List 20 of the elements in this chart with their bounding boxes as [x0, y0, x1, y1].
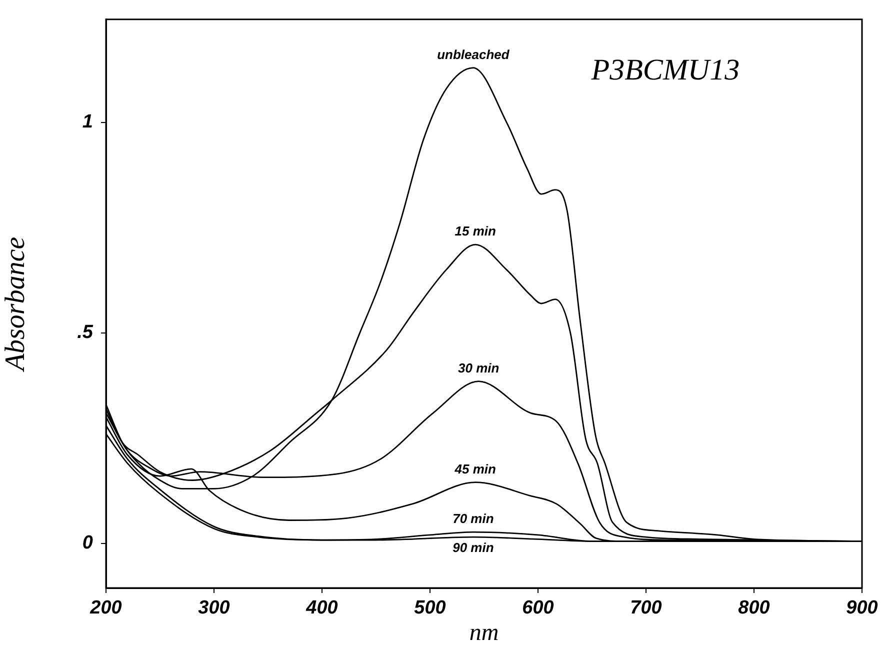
x-tick-label: 300: [198, 598, 230, 619]
y-tick-label: 1: [82, 112, 93, 133]
x-tick-label: 500: [414, 598, 446, 619]
y-axis-title: Absorbance: [0, 236, 32, 373]
series-label: 70 min: [452, 511, 494, 526]
series-label: 30 min: [458, 360, 500, 376]
series-label: 15 min: [454, 224, 496, 239]
x-tick-label: 900: [846, 598, 878, 619]
x-tick-label: 400: [305, 598, 338, 619]
y-tick-label: .5: [77, 322, 94, 344]
x-tick-label: 800: [738, 598, 770, 619]
x-tick-label: 200: [89, 598, 122, 619]
x-tick-label: 600: [522, 598, 554, 619]
series-label: unbleached: [437, 46, 510, 62]
series-label: 90 min: [452, 540, 494, 556]
text: P3BCMU13: [590, 53, 740, 86]
y-tick-label: 0: [82, 532, 94, 554]
x-tick-label: 700: [630, 598, 662, 619]
series-label: 45 min: [454, 461, 496, 476]
x-axis-title: nm: [469, 620, 499, 646]
